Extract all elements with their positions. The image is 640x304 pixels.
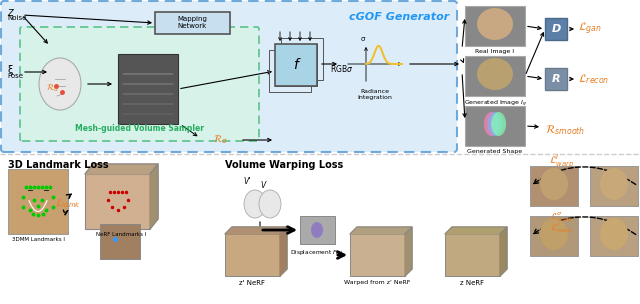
- Ellipse shape: [259, 190, 281, 218]
- Text: σ: σ: [361, 36, 365, 42]
- Ellipse shape: [311, 222, 323, 238]
- Polygon shape: [405, 227, 412, 276]
- Polygon shape: [85, 164, 158, 174]
- Text: 3DMM Landmarks I: 3DMM Landmarks I: [12, 237, 65, 242]
- FancyBboxPatch shape: [118, 54, 178, 124]
- Text: $\mathcal{R}_d$: $\mathcal{R}_d$: [212, 133, 227, 147]
- Ellipse shape: [244, 190, 266, 218]
- FancyBboxPatch shape: [590, 166, 638, 206]
- FancyBboxPatch shape: [85, 174, 150, 229]
- FancyBboxPatch shape: [20, 27, 259, 141]
- Text: $\mathcal{L}^{c}_{warp}$: $\mathcal{L}^{c}_{warp}$: [550, 222, 574, 236]
- Ellipse shape: [477, 8, 513, 40]
- FancyBboxPatch shape: [465, 56, 525, 96]
- Text: $\mathcal{L}_{gan}$: $\mathcal{L}_{gan}$: [578, 21, 602, 37]
- Text: V: V: [260, 181, 266, 190]
- Text: Noise: Noise: [7, 15, 26, 21]
- Text: Volume Warping Loss: Volume Warping Loss: [225, 160, 343, 170]
- Text: z' NeRF: z' NeRF: [239, 280, 265, 286]
- Text: ξ: ξ: [7, 65, 12, 75]
- Text: RGB$\sigma$: RGB$\sigma$: [330, 64, 353, 74]
- Text: Radiance
Integration: Radiance Integration: [358, 89, 392, 100]
- Polygon shape: [280, 227, 287, 276]
- Text: f: f: [294, 58, 298, 72]
- Text: $\mathcal{R}_d$: $\mathcal{R}_d$: [46, 82, 59, 94]
- Text: Mesh-guided Volume Sampler: Mesh-guided Volume Sampler: [75, 124, 204, 133]
- FancyBboxPatch shape: [300, 216, 335, 244]
- Polygon shape: [225, 227, 287, 234]
- FancyBboxPatch shape: [350, 234, 405, 276]
- Text: $\mathcal{L}^{\sigma}_{warp}$: $\mathcal{L}^{\sigma}_{warp}$: [550, 211, 574, 225]
- Text: $\mathcal{L}_{ldmk}$: $\mathcal{L}_{ldmk}$: [55, 198, 81, 210]
- FancyBboxPatch shape: [465, 6, 525, 46]
- Text: D: D: [552, 24, 561, 34]
- FancyBboxPatch shape: [8, 169, 68, 234]
- Polygon shape: [500, 227, 507, 276]
- Ellipse shape: [39, 58, 81, 110]
- Ellipse shape: [600, 218, 628, 250]
- Text: Generated Shape: Generated Shape: [467, 149, 523, 154]
- FancyBboxPatch shape: [530, 166, 578, 206]
- Ellipse shape: [600, 168, 628, 200]
- FancyBboxPatch shape: [545, 68, 567, 90]
- Text: Displacement $F_{\Delta V}$: Displacement $F_{\Delta V}$: [291, 248, 344, 257]
- Polygon shape: [445, 227, 507, 234]
- Text: V': V': [243, 177, 251, 186]
- Text: R: R: [552, 74, 560, 84]
- FancyBboxPatch shape: [545, 18, 567, 40]
- Text: 3D Landmark Loss: 3D Landmark Loss: [8, 160, 109, 170]
- Ellipse shape: [491, 112, 506, 136]
- Text: Warped from z' NeRF: Warped from z' NeRF: [344, 280, 410, 285]
- Ellipse shape: [488, 112, 502, 136]
- Text: Pose: Pose: [7, 73, 23, 79]
- FancyBboxPatch shape: [275, 44, 317, 86]
- Ellipse shape: [484, 112, 499, 136]
- Polygon shape: [150, 164, 158, 229]
- FancyBboxPatch shape: [225, 234, 280, 276]
- FancyBboxPatch shape: [155, 12, 230, 34]
- Text: $\mathcal{L}_{recon}$: $\mathcal{L}_{recon}$: [578, 72, 609, 86]
- FancyBboxPatch shape: [1, 1, 457, 152]
- Ellipse shape: [540, 168, 568, 200]
- FancyBboxPatch shape: [445, 234, 500, 276]
- Text: NeRF Landmarks I: NeRF Landmarks I: [96, 232, 147, 237]
- Text: cGOF Generator: cGOF Generator: [349, 12, 449, 22]
- Text: Real Image I: Real Image I: [476, 49, 515, 54]
- Text: $\mathcal{L}^{I}_{warp}$: $\mathcal{L}^{I}_{warp}$: [549, 152, 575, 170]
- Text: Generated Image $I_g$: Generated Image $I_g$: [463, 99, 527, 109]
- FancyBboxPatch shape: [100, 224, 140, 259]
- Text: Z: Z: [7, 9, 13, 18]
- FancyBboxPatch shape: [590, 216, 638, 256]
- Text: Mapping
Network: Mapping Network: [177, 16, 207, 29]
- Text: $\mathcal{R}_{smooth}$: $\mathcal{R}_{smooth}$: [545, 123, 585, 137]
- FancyBboxPatch shape: [465, 106, 525, 146]
- Ellipse shape: [540, 218, 568, 250]
- FancyBboxPatch shape: [530, 216, 578, 256]
- Ellipse shape: [477, 58, 513, 90]
- Text: z NeRF: z NeRF: [460, 280, 484, 286]
- Polygon shape: [350, 227, 412, 234]
